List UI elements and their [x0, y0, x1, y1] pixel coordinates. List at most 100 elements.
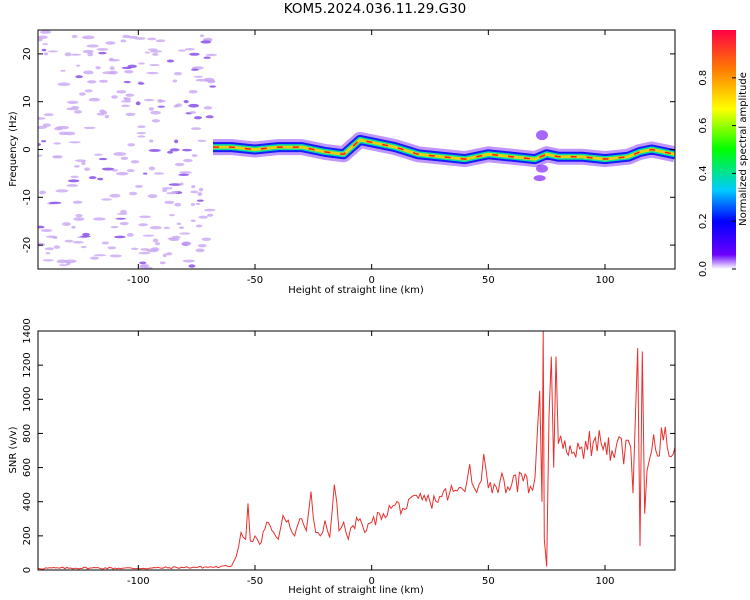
- colorbar: 0.0 0.2 0.4 0.6 0.8 Normalized spectral ampl…: [698, 30, 749, 277]
- noise-speckle-field: [38, 30, 217, 269]
- noise-speckle: [181, 148, 193, 152]
- noise-speckle: [105, 41, 116, 45]
- noise-speckle: [101, 167, 115, 171]
- noise-speckle: [66, 184, 79, 187]
- noise-speckle: [150, 110, 161, 115]
- noise-speckle: [86, 44, 99, 48]
- noise-speckle: [80, 235, 92, 238]
- noise-speckle: [114, 235, 126, 239]
- noise-speckle: [57, 82, 71, 87]
- noise-speckle: [166, 59, 175, 63]
- noise-speckle: [190, 127, 202, 131]
- noise-speckle: [128, 191, 138, 196]
- spectrogram-x-tick-label: -50: [247, 275, 263, 286]
- noise-speckle: [200, 40, 212, 44]
- noise-speckle: [137, 135, 146, 138]
- noise-speckle: [109, 193, 121, 198]
- snr-y-tick-label: 1000: [22, 387, 33, 412]
- snr-x-ticks: -100 -50 0 50 100: [127, 331, 615, 587]
- noise-speckle: [162, 253, 167, 258]
- noise-speckle: [139, 261, 147, 265]
- spectrogram-y-tick-label: -10: [22, 189, 33, 205]
- noise-speckle: [116, 90, 127, 94]
- noise-speckle: [151, 119, 161, 123]
- noise-speckle: [195, 224, 203, 228]
- noise-speckle: [198, 187, 204, 192]
- noise-speckle: [123, 80, 131, 84]
- noise-speckle: [167, 150, 174, 154]
- noise-speckle: [149, 63, 160, 66]
- noise-speckle: [38, 117, 46, 120]
- noise-speckle: [201, 237, 212, 241]
- noise-speckle: [70, 53, 82, 56]
- spectrogram-x-tick-label: 0: [368, 275, 374, 286]
- noise-speckle: [176, 222, 182, 226]
- noise-speckle: [93, 254, 107, 257]
- noise-speckle: [162, 188, 168, 193]
- noise-speckle: [74, 164, 80, 168]
- noise-speckle: [42, 259, 54, 262]
- noise-speckle: [75, 64, 81, 67]
- noise-speckle: [120, 156, 129, 161]
- noise-speckle: [149, 226, 162, 230]
- noise-speckle: [194, 116, 202, 120]
- noise-speckle: [75, 75, 83, 79]
- noise-speckle: [75, 213, 83, 218]
- noise-speckle: [60, 69, 66, 72]
- noise-speckle: [173, 71, 183, 76]
- noise-speckle: [82, 232, 91, 236]
- noise-speckle: [148, 166, 156, 171]
- noise-speckle: [124, 97, 131, 101]
- noise-speckle: [53, 142, 62, 145]
- noise-speckle: [81, 161, 86, 166]
- noise-speckle: [38, 242, 46, 247]
- noise-speckle: [72, 240, 84, 244]
- noise-speckle: [109, 66, 115, 71]
- noise-speckle: [97, 177, 104, 181]
- noise-speckle: [68, 141, 81, 144]
- noise-speckle: [83, 70, 94, 75]
- noise-speckle: [177, 49, 186, 52]
- spectrogram-y-axis-label: Frequency (Hz): [8, 111, 19, 187]
- noise-speckle: [126, 232, 134, 237]
- noise-speckle: [181, 241, 192, 246]
- noise-speckle: [138, 251, 151, 255]
- noise-speckle: [135, 101, 141, 106]
- noise-speckle: [73, 217, 85, 221]
- noise-speckle: [195, 78, 208, 82]
- snr-y-tick-label: 1400: [22, 318, 33, 343]
- snr-x-tick-label: 50: [482, 576, 495, 587]
- noise-speckle: [136, 132, 147, 135]
- noise-speckle: [43, 113, 54, 117]
- snr-y-tick-label: 800: [22, 424, 33, 443]
- noise-speckle: [71, 34, 78, 39]
- noise-speckle: [144, 51, 151, 54]
- snr-y-tick-label: 400: [22, 492, 33, 511]
- noise-speckle: [171, 190, 179, 194]
- snr-y-tick-label: 600: [22, 458, 33, 477]
- noise-speckle: [172, 79, 178, 83]
- noise-speckle: [120, 209, 127, 214]
- noise-speckle: [179, 232, 191, 235]
- noise-speckle: [152, 238, 159, 243]
- snr-y-tick-label: 0: [22, 567, 33, 573]
- noise-speckle: [130, 247, 139, 251]
- noise-speckle: [163, 226, 171, 229]
- noise-speckle: [164, 200, 175, 204]
- noise-speckle: [41, 48, 47, 52]
- noise-speckle: [184, 47, 195, 51]
- noise-speckle: [56, 125, 70, 130]
- noise-speckle: [188, 103, 200, 108]
- noise-speckle: [52, 156, 63, 159]
- noise-speckle: [44, 247, 55, 251]
- noise-speckle: [82, 35, 95, 40]
- noise-speckle: [137, 125, 146, 129]
- noise-speckle: [130, 160, 140, 164]
- noise-speckle: [53, 245, 60, 249]
- colorbar-tick-label: 0.6: [698, 118, 709, 134]
- ridge-red-peak: [213, 139, 675, 160]
- spectrogram-y-tick-label: 0: [22, 146, 33, 152]
- noise-speckle: [64, 52, 72, 57]
- noise-speckle: [191, 154, 198, 157]
